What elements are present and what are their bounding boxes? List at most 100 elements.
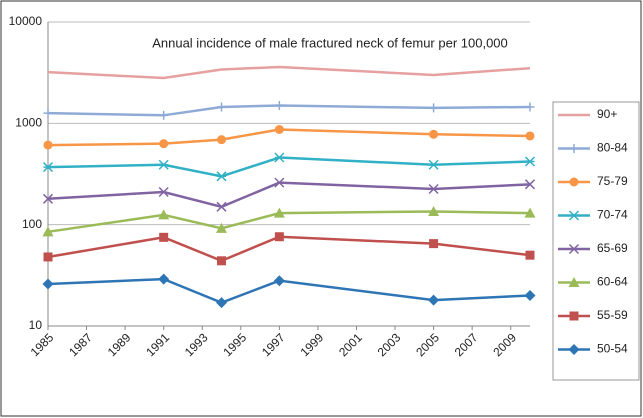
marker xyxy=(274,177,285,188)
marker xyxy=(525,102,535,112)
marker-shape xyxy=(43,140,53,150)
marker xyxy=(217,102,227,112)
marker xyxy=(274,152,285,163)
marker-shape xyxy=(428,294,440,306)
marker xyxy=(524,156,536,167)
legend-label: 80-84 xyxy=(597,141,628,155)
marker xyxy=(273,275,285,287)
marker xyxy=(429,129,439,139)
marker-stroke xyxy=(274,177,285,188)
marker-shape xyxy=(429,239,439,249)
marker-shape xyxy=(217,135,227,145)
marker xyxy=(217,135,227,145)
marker-shape xyxy=(216,297,228,309)
marker-shape xyxy=(568,344,580,355)
marker xyxy=(569,177,579,187)
marker-shape xyxy=(274,124,284,134)
y-tick-label: 100 xyxy=(22,217,42,231)
marker xyxy=(216,201,227,212)
y-tick-label: 1000 xyxy=(15,116,42,130)
chart-title: Annual incidence of male fractured neck … xyxy=(152,35,508,50)
marker xyxy=(217,256,227,266)
marker-shape xyxy=(158,273,170,285)
marker xyxy=(273,207,285,218)
marker-stroke xyxy=(524,179,536,190)
series-line xyxy=(47,181,531,209)
marker xyxy=(216,222,228,233)
marker-shape xyxy=(524,207,536,218)
legend-label: 60-64 xyxy=(597,275,628,289)
series-line xyxy=(47,210,531,234)
marker xyxy=(42,193,54,204)
y-tick-label: 10000 xyxy=(9,14,43,28)
marker-shape xyxy=(43,252,53,262)
legend-label: 50-54 xyxy=(597,342,628,356)
marker xyxy=(158,186,169,198)
marker xyxy=(274,232,284,242)
marker xyxy=(158,159,169,170)
marker-shape xyxy=(159,232,169,242)
marker xyxy=(159,139,169,149)
marker-shape xyxy=(273,275,285,287)
marker xyxy=(428,294,440,306)
legend-label: 65-69 xyxy=(597,241,628,255)
marker-shape xyxy=(159,139,169,149)
series-line xyxy=(47,128,531,147)
marker xyxy=(159,232,169,242)
series-line xyxy=(47,65,531,80)
marker-shape xyxy=(158,209,170,220)
marker xyxy=(43,252,53,262)
marker xyxy=(428,183,439,195)
marker xyxy=(524,207,536,218)
marker xyxy=(42,162,54,173)
marker-shape xyxy=(525,250,535,260)
marker xyxy=(428,159,439,170)
marker xyxy=(43,140,53,150)
legend-label: 90+ xyxy=(597,107,617,121)
marker xyxy=(428,205,440,216)
marker-shape xyxy=(216,222,228,233)
marker xyxy=(159,110,169,120)
marker-shape xyxy=(42,278,54,290)
marker-stroke xyxy=(216,201,227,212)
marker xyxy=(568,344,580,355)
marker xyxy=(216,297,228,309)
marker-shape xyxy=(429,129,439,139)
marker xyxy=(569,144,579,153)
marker-shape xyxy=(568,277,580,287)
y-tick-label: 10 xyxy=(29,318,43,332)
marker xyxy=(524,289,536,301)
marker-stroke xyxy=(158,186,169,198)
marker-shape xyxy=(569,311,579,321)
series-line xyxy=(47,156,531,178)
marker xyxy=(525,250,535,260)
marker xyxy=(274,124,284,134)
marker xyxy=(429,239,439,249)
legend-label: 55-59 xyxy=(597,308,628,322)
series-line xyxy=(47,277,531,304)
marker xyxy=(42,226,54,237)
marker-shape xyxy=(569,177,579,187)
legend-label: 70-74 xyxy=(597,208,628,222)
marker xyxy=(568,243,580,255)
marker-stroke xyxy=(568,243,580,255)
marker xyxy=(274,100,284,110)
series-line xyxy=(47,104,531,117)
marker xyxy=(568,277,580,287)
marker xyxy=(568,210,580,221)
marker xyxy=(525,131,535,141)
marker xyxy=(43,108,53,118)
series-line xyxy=(47,235,531,263)
marker-shape xyxy=(42,226,54,237)
marker-shape xyxy=(525,131,535,141)
marker-shape xyxy=(274,232,284,242)
marker xyxy=(158,209,170,220)
marker xyxy=(158,273,170,285)
marker-stroke xyxy=(428,183,439,195)
marker xyxy=(569,311,579,321)
marker xyxy=(429,103,439,113)
marker xyxy=(524,179,536,190)
marker-shape xyxy=(428,205,440,216)
